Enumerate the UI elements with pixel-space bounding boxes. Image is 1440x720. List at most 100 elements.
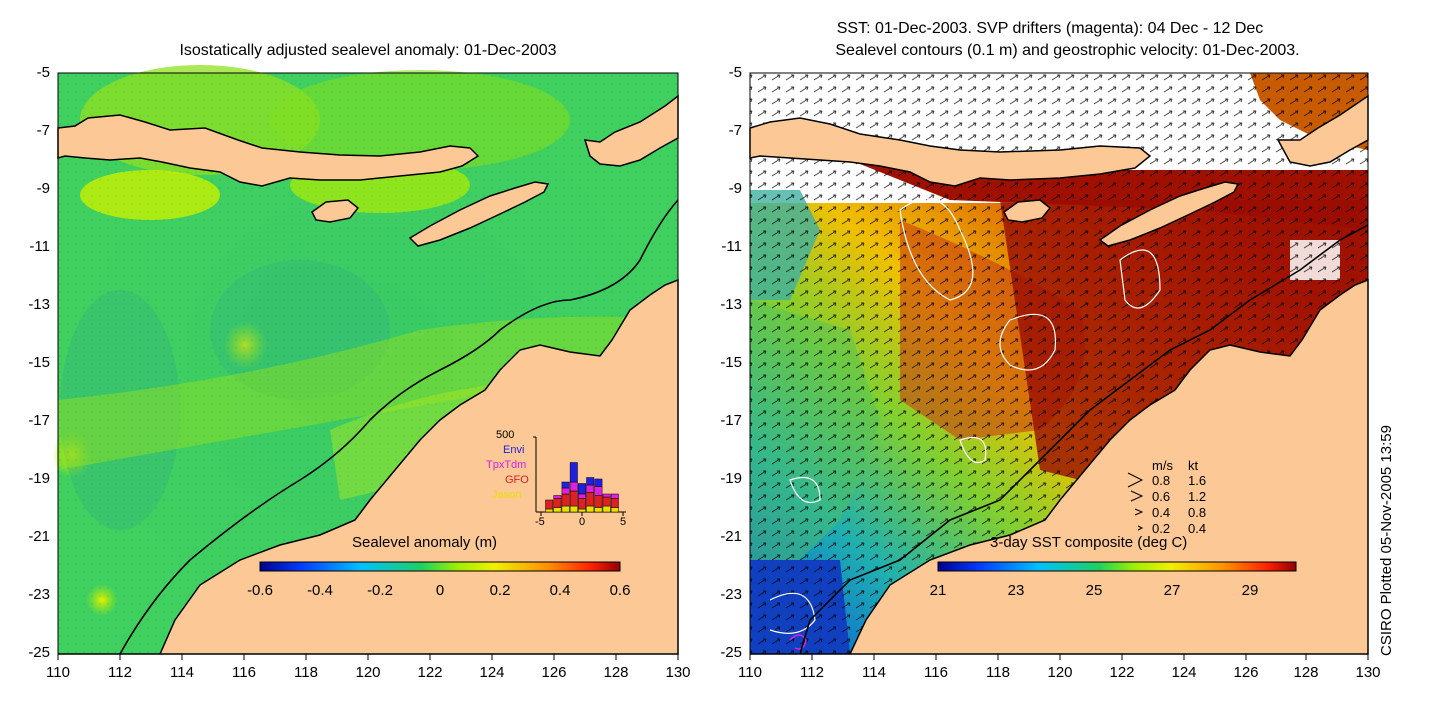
- histogram-bar-jason: [594, 507, 603, 513]
- x-tick: 110: [46, 664, 70, 681]
- velocity-ms-value: 0.4: [1152, 505, 1171, 520]
- velocity-kt-value: 0.4: [1188, 521, 1207, 536]
- colorbar-tick: 27: [1163, 582, 1181, 599]
- histogram-bar-jason: [578, 508, 586, 513]
- histogram-bar-envi: [578, 483, 586, 495]
- velocity-header-ms: m/s: [1152, 458, 1173, 473]
- x-tick: 118: [294, 664, 318, 681]
- legend-tpxtdm: TpxTdm: [486, 459, 527, 471]
- histogram-bar-jason: [545, 508, 554, 513]
- x-tick: 128: [1293, 664, 1319, 681]
- y-tick: -23: [28, 586, 50, 603]
- velocity-header-kt: kt: [1188, 458, 1199, 473]
- histogram-bar-envi: [586, 477, 595, 486]
- histogram-bar-tpxtdm: [578, 493, 586, 499]
- histogram-bar-jason: [561, 505, 570, 513]
- histogram-x-tick: 0: [579, 516, 586, 528]
- histogram-bar-gfo: [586, 492, 595, 507]
- x-tick: 126: [541, 664, 567, 681]
- histogram-bar-tpxtdm: [553, 495, 562, 499]
- y-tick: -11: [721, 238, 742, 255]
- colorbar-tick: -0.6: [247, 582, 273, 599]
- colorbar-tick: 29: [1241, 582, 1259, 599]
- colorbar-tick: 23: [1007, 582, 1025, 599]
- velocity-legend-arrows: [1127, 472, 1144, 531]
- x-tick: 118: [986, 664, 1010, 681]
- colorbar-tick: -0.2: [367, 582, 393, 599]
- y-tick: -7: [728, 122, 742, 139]
- velocity-ms-value: 0.8: [1152, 473, 1171, 488]
- y-tick: -21: [720, 528, 742, 545]
- histogram-x-tick: 5: [620, 516, 627, 528]
- histogram-bar-tpxtdm: [586, 484, 595, 493]
- histogram-bar-envi: [561, 481, 570, 489]
- y-tick: -11: [29, 238, 50, 255]
- x-tick: 126: [1233, 664, 1259, 681]
- histogram-bar-gfo: [545, 499, 554, 510]
- left-colorbar: [259, 561, 621, 572]
- y-tick: -15: [28, 354, 50, 371]
- drifter-track: [789, 634, 807, 650]
- y-tick: -19: [720, 470, 742, 487]
- histogram-bar-tpxtdm: [602, 493, 611, 498]
- histogram-bar-gfo: [602, 496, 611, 507]
- left-isobath: [119, 199, 679, 655]
- x-tick: 128: [603, 664, 629, 681]
- left-map-title: Isostatically adjusted sealevel anomaly:…: [179, 42, 557, 59]
- histogram-bar-jason: [553, 507, 562, 513]
- velocity-kt-value: 0.8: [1188, 505, 1207, 520]
- colorbar-tick: 0.4: [549, 582, 571, 599]
- left-landmass: [57, 72, 679, 655]
- right-colorbar-title: 3-day SST composite (deg C): [990, 534, 1188, 551]
- histogram-bar-envi: [594, 478, 603, 487]
- velocity-kt-value: 1.6: [1188, 473, 1207, 488]
- legend-envi: Envi: [503, 444, 525, 456]
- colorbar-tick: 0.2: [489, 582, 511, 599]
- y-tick: -25: [720, 644, 742, 661]
- histogram-bar-gfo: [578, 498, 586, 510]
- right-landmass: [749, 72, 1369, 655]
- histogram-bar-tpxtdm: [594, 486, 603, 496]
- histogram-bar-tpxtdm: [610, 493, 619, 499]
- colorbar-tick: 0: [435, 582, 445, 599]
- y-tick: -13: [28, 296, 50, 313]
- legend-jason: Jason: [492, 489, 522, 501]
- histogram-bar-tpxtdm: [561, 487, 570, 495]
- histogram-bar-jason: [586, 505, 595, 513]
- x-tick: 112: [108, 664, 132, 681]
- left-colorbar-title: Sealevel anomaly (m): [352, 534, 498, 551]
- x-tick: 124: [479, 664, 505, 681]
- velocity-kt-value: 1.2: [1188, 489, 1207, 504]
- x-tick: 112: [800, 664, 824, 681]
- legend-gfo: GFO: [505, 474, 529, 486]
- histogram-bar-jason: [602, 505, 611, 513]
- y-tick: -17: [720, 412, 742, 429]
- y-tick: -19: [28, 470, 50, 487]
- y-tick: -9: [36, 180, 50, 197]
- histogram-bar-gfo: [594, 495, 603, 508]
- y-tick: -5: [36, 64, 50, 81]
- colorbar-tick: 0.6: [609, 582, 631, 599]
- histogram-ymax: 500: [496, 429, 515, 441]
- axis-ticks: [57, 654, 1369, 660]
- x-tick: 116: [924, 664, 948, 681]
- y-tick: -13: [720, 296, 742, 313]
- right-map-title-line1: SST: 01-Dec-2003. SVP drifters (magenta)…: [836, 20, 1264, 37]
- histogram-bar-gfo: [553, 498, 562, 508]
- x-tick: 120: [1047, 664, 1073, 681]
- histogram-bar-gfo: [610, 498, 619, 508]
- histogram-bar-gfo: [561, 493, 570, 507]
- satellite-histogram: [533, 436, 626, 516]
- y-tick: -17: [28, 412, 50, 429]
- histogram-bar-jason: [610, 507, 619, 513]
- x-tick: 122: [1109, 664, 1135, 681]
- right-map-title-line2: Sealevel contours (0.1 m) and geostrophi…: [835, 42, 1300, 59]
- y-tick: -25: [28, 644, 50, 661]
- histogram-x-tick: -5: [535, 516, 545, 528]
- right-colorbar: [937, 561, 1297, 572]
- x-tick: 124: [1171, 664, 1197, 681]
- y-tick: -7: [36, 122, 50, 139]
- colorbar-tick: 25: [1085, 582, 1103, 599]
- y-tick: -23: [720, 586, 742, 603]
